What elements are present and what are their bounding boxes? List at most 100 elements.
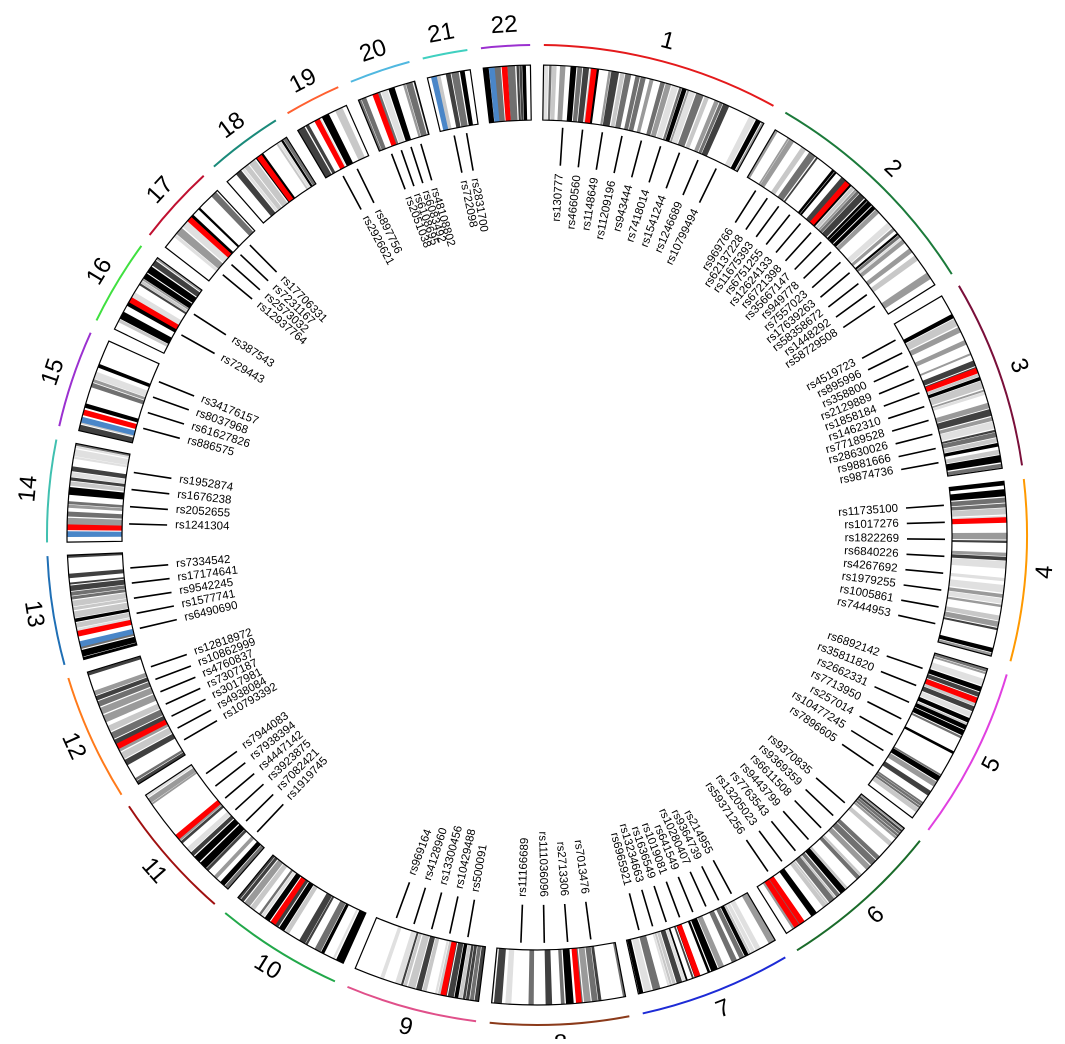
snp-tick bbox=[901, 463, 938, 470]
snp-tick bbox=[905, 570, 943, 574]
snp-marker: rs6840226 bbox=[844, 545, 945, 560]
snp-tick bbox=[795, 801, 821, 828]
snp-label: rs2713306 bbox=[554, 841, 570, 896]
snp-tick bbox=[172, 699, 206, 716]
chr-label-13: 13 bbox=[19, 599, 50, 630]
snp-label: rs7013476 bbox=[572, 839, 591, 894]
chr-label-21: 21 bbox=[425, 17, 456, 49]
chr-label-16: 16 bbox=[81, 253, 118, 290]
chr-arc-22 bbox=[481, 45, 530, 48]
chr-label-4: 4 bbox=[1030, 564, 1058, 579]
chr-arc-20 bbox=[351, 62, 410, 82]
snp-tick bbox=[143, 428, 180, 438]
snp-tick bbox=[181, 335, 214, 354]
ideogram-chr-18 bbox=[227, 137, 316, 223]
ideogram-chr-4 bbox=[938, 481, 1007, 656]
snp-tick bbox=[666, 882, 679, 918]
ideogram-chr-5 bbox=[868, 653, 987, 818]
snp-tick bbox=[132, 490, 170, 494]
ideogram-chr-22 bbox=[483, 65, 531, 123]
snp-tick bbox=[450, 896, 458, 933]
snp-marker: rs1822269 bbox=[845, 532, 945, 545]
snp-tick bbox=[881, 672, 916, 686]
snp-tick bbox=[130, 565, 168, 568]
gvar-band bbox=[67, 531, 122, 537]
snp-tick bbox=[432, 893, 442, 930]
snp-tick bbox=[215, 763, 245, 786]
snp-marker: rs11166689 bbox=[517, 837, 531, 942]
snp-tick bbox=[899, 449, 936, 457]
snp-label: rs1017276 bbox=[844, 518, 899, 532]
snp-tick bbox=[132, 579, 170, 584]
cytoband bbox=[952, 533, 1007, 540]
snp-tick bbox=[860, 716, 893, 735]
snp-tick bbox=[614, 136, 622, 173]
snp-marker: rs130777 bbox=[551, 128, 566, 222]
ideogram-chr-1 bbox=[543, 65, 764, 171]
snp-tick bbox=[392, 154, 406, 190]
ideogram-chr-13 bbox=[67, 553, 136, 660]
ideogram-chr-21 bbox=[427, 70, 478, 132]
snp-tick bbox=[421, 144, 432, 180]
chr-label-18: 18 bbox=[213, 106, 251, 144]
ideogram-chr-3 bbox=[894, 296, 1002, 476]
ideogram-chr-9 bbox=[355, 918, 485, 1002]
chr-label-9: 9 bbox=[396, 1012, 416, 1039]
snp-tick bbox=[879, 379, 914, 394]
snp-tick bbox=[206, 751, 237, 773]
chr-label-20: 20 bbox=[356, 34, 390, 68]
ideogram-chr-20 bbox=[358, 81, 429, 151]
snp-tick bbox=[771, 821, 795, 850]
snp-tick bbox=[401, 150, 414, 186]
snp-marker: rs2713306 bbox=[554, 841, 570, 942]
snp-tick bbox=[129, 524, 167, 525]
snp-tick bbox=[137, 606, 174, 613]
chr-label-5: 5 bbox=[976, 752, 1006, 776]
chr-label-2: 2 bbox=[879, 154, 907, 183]
snp-tick bbox=[898, 615, 935, 623]
snp-tick bbox=[411, 147, 423, 183]
snp-marker: rs7013476 bbox=[572, 839, 591, 939]
chr-label-14: 14 bbox=[13, 474, 42, 503]
chr-label-15: 15 bbox=[36, 355, 70, 389]
snp-tick bbox=[560, 128, 562, 166]
snp-tick bbox=[851, 731, 883, 751]
snp-tick bbox=[901, 600, 938, 607]
snp-label: rs4660560 bbox=[565, 175, 583, 230]
snp-tick bbox=[544, 905, 545, 943]
snp-tick bbox=[759, 831, 782, 861]
snp-tick bbox=[888, 407, 924, 419]
snp-tick bbox=[907, 554, 945, 556]
snp-tick bbox=[396, 882, 409, 918]
snp-marker: rs4660560 bbox=[565, 130, 583, 230]
ideogram-chr-17 bbox=[165, 190, 254, 280]
snp-tick bbox=[257, 804, 283, 832]
snp-tick bbox=[565, 904, 568, 942]
chr-label-1: 1 bbox=[658, 26, 678, 56]
snp-tick bbox=[713, 860, 731, 893]
snp-tick bbox=[140, 620, 177, 629]
snp-marker: rs1241304 bbox=[129, 519, 230, 533]
snp-tick bbox=[892, 420, 929, 431]
snp-marker: rs111036096 bbox=[536, 831, 549, 943]
snp-tick bbox=[816, 778, 845, 803]
snp-tick bbox=[887, 656, 923, 668]
snp-tick bbox=[134, 473, 172, 479]
snp-tick bbox=[235, 784, 263, 810]
snp-tick bbox=[166, 688, 201, 704]
snp-tick bbox=[468, 900, 475, 937]
snp-tick bbox=[649, 146, 661, 182]
snp-tick bbox=[702, 866, 719, 900]
snp-tick bbox=[906, 505, 944, 508]
snp-tick bbox=[184, 721, 217, 740]
chr-label-3: 3 bbox=[1004, 355, 1034, 377]
snp-tick bbox=[246, 794, 273, 821]
snp-tick bbox=[642, 890, 653, 927]
snp-tick bbox=[783, 811, 808, 839]
chromosome-labels: 12345678910111213141516171819202122 bbox=[13, 11, 1058, 1039]
snp-tick bbox=[735, 191, 755, 223]
snp-tick bbox=[454, 136, 462, 173]
snp-tick bbox=[194, 314, 226, 335]
